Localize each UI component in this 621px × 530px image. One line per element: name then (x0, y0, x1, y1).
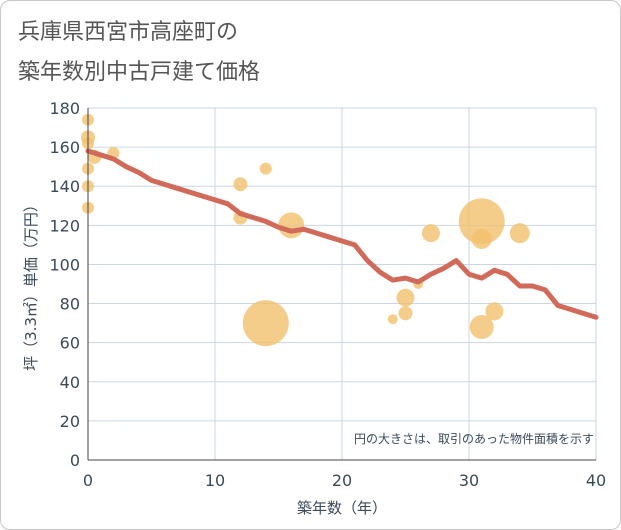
bubble-point (233, 177, 248, 192)
bubble-point (398, 306, 413, 321)
y-tick-label: 120 (49, 216, 80, 235)
y-tick-label: 60 (60, 334, 80, 353)
bubble-point (278, 212, 305, 239)
y-tick-label: 140 (49, 177, 80, 196)
x-tick-label: 20 (332, 471, 352, 490)
average-price-line (85, 148, 599, 320)
chart-title-line-1: 兵庫県西宮市高座町の (18, 20, 239, 45)
y-tick-label: 20 (60, 412, 80, 431)
y-tick-label: 80 (60, 295, 80, 314)
x-tick-label: 10 (205, 471, 225, 490)
bubble-point (242, 300, 289, 347)
y-tick-label: 40 (60, 373, 80, 392)
line-layer (85, 148, 599, 320)
bubble-point (387, 314, 398, 325)
y-tick-label: 0 (70, 451, 80, 470)
size-note: 円の大きさは、取引のあった物件面積を示す (354, 431, 594, 446)
y-tick-label: 160 (49, 138, 80, 157)
chart-title-line-2: 築年数別中古戸建て価格 (18, 60, 261, 85)
axes: 0 20 40 60 80 100 120 140 160 180 0 10 20 30 40 (49, 99, 606, 490)
bubble-point (469, 315, 494, 340)
x-tick-label: 40 (586, 471, 606, 490)
bubble-point (396, 288, 415, 307)
x-axis-label: 築年数（年） (297, 499, 387, 517)
bubble-point (509, 223, 530, 244)
bubble-point (259, 162, 272, 175)
x-tick-label: 0 (83, 471, 93, 490)
bubble-point (421, 224, 440, 243)
bubble-point (471, 229, 492, 250)
x-tick-label: 30 (459, 471, 479, 490)
y-tick-label: 180 (49, 99, 80, 118)
y-tick-label: 100 (49, 255, 80, 274)
grid-lines (88, 108, 596, 460)
y-axis-label: 坪（3.3㎡）単価（万円） (22, 197, 40, 371)
bubble-point (458, 198, 505, 245)
bubble-point (485, 302, 504, 321)
